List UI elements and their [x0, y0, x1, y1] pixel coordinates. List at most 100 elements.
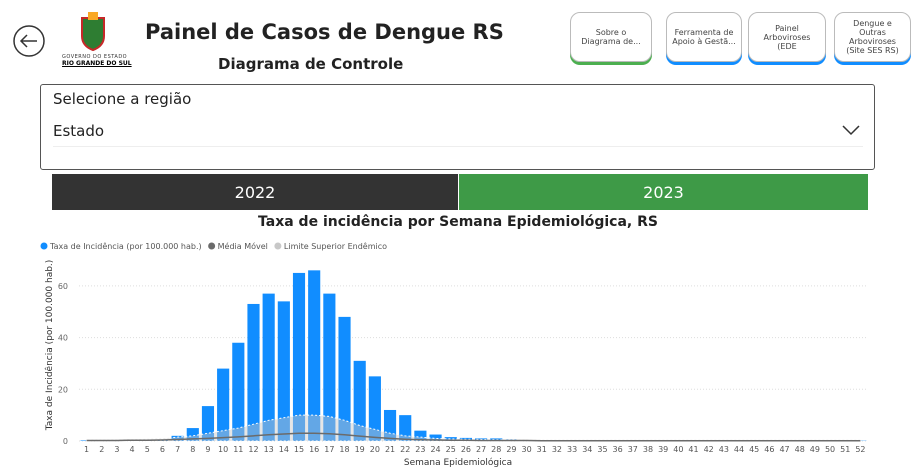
slicer-dropdown[interactable]	[53, 114, 863, 147]
x-tick-label: 1	[84, 445, 89, 454]
year-button[interactable]: 2022	[52, 174, 458, 210]
x-tick-label: 23	[415, 445, 425, 454]
x-tick-label: 3	[114, 445, 119, 454]
x-tick-label: 42	[704, 445, 714, 454]
bar	[232, 342, 245, 441]
legend-marker	[274, 242, 282, 250]
x-tick-label: 43	[719, 445, 729, 454]
x-tick-label: 14	[279, 445, 289, 454]
x-tick-label: 29	[506, 445, 516, 454]
x-tick-label: 24	[430, 445, 440, 454]
x-tick-label: 18	[339, 445, 349, 454]
bar	[247, 303, 260, 441]
bar	[444, 437, 457, 441]
legend-label: Média Móvel	[218, 241, 268, 251]
x-tick-label: 40	[673, 445, 683, 454]
chart-title: Taxa de incidência por Semana Epidemioló…	[258, 214, 658, 230]
x-tick-label: 30	[522, 445, 532, 454]
bar	[201, 406, 215, 441]
line	[86, 432, 861, 442]
x-tick-label: 6	[160, 445, 165, 454]
bar	[277, 301, 290, 441]
x-tick-label: 7	[175, 445, 180, 454]
y-axis-label: Taxa de Incidência (por 100.000 hab.)	[44, 260, 55, 432]
x-tick-label: 32	[552, 445, 562, 454]
dropdown-arrow[interactable]	[842, 124, 860, 136]
bar	[217, 368, 230, 441]
legend-marker	[40, 242, 48, 250]
back-button[interactable]	[12, 24, 46, 58]
x-tick-label: 21	[385, 445, 395, 454]
x-tick-label: 27	[476, 445, 486, 454]
bar	[171, 435, 184, 441]
legend-marker	[208, 242, 216, 250]
x-tick-label: 11	[233, 445, 243, 454]
bar	[399, 415, 412, 441]
x-axis-label: Semana Epidemiológica	[404, 457, 512, 468]
x-tick-label: 52	[855, 445, 865, 454]
x-tick-label: 45	[749, 445, 759, 454]
x-tick-label: 25	[446, 445, 456, 454]
nav-button[interactable]: Painel Arboviroses (EDE	[748, 12, 826, 62]
x-tick-label: 9	[205, 445, 210, 454]
bar	[292, 272, 306, 441]
chart: Taxa de incidência por Semana Epidemioló…	[40, 214, 868, 468]
x-tick-label: 4	[130, 445, 135, 454]
bar	[338, 316, 351, 441]
x-tick-label: 50	[825, 445, 835, 454]
x-tick-label: 16	[309, 445, 319, 454]
year-button[interactable]: 2023	[459, 174, 868, 210]
x-tick-label: 34	[582, 445, 592, 454]
bar	[186, 428, 199, 441]
x-tick-label: 39	[658, 445, 668, 454]
y-tick-label: 40	[58, 334, 68, 343]
y-tick-label: 60	[58, 282, 68, 291]
x-tick-label: 8	[190, 445, 195, 454]
bar	[323, 293, 336, 441]
nav-button[interactable]: Sobre o Diagrama de...	[570, 12, 652, 62]
bar	[383, 409, 397, 441]
x-tick-label: 44	[734, 445, 744, 454]
bar	[262, 293, 275, 441]
x-tick-label: 41	[688, 445, 698, 454]
bar	[308, 270, 321, 441]
subtitle: Diagrama de Controle	[218, 55, 404, 73]
y-tick-label: 0	[63, 437, 68, 446]
bar	[414, 430, 427, 441]
logo	[81, 12, 105, 52]
bar	[368, 376, 381, 441]
x-tick-label: 46	[764, 445, 774, 454]
x-tick-label: 48	[795, 445, 805, 454]
legend-label: Taxa de Incidência (por 100.000 hab.)	[49, 241, 202, 251]
x-tick-label: 10	[218, 445, 228, 454]
x-tick-label: 17	[324, 445, 334, 454]
x-tick-label: 31	[537, 445, 547, 454]
logo-top: GOVERNO DO ESTADO	[62, 54, 128, 60]
x-tick-label: 13	[264, 445, 274, 454]
x-tick-label: 20	[370, 445, 380, 454]
x-tick-label: 37	[628, 445, 638, 454]
x-tick-label: 15	[294, 445, 304, 454]
x-tick-label: 22	[400, 445, 410, 454]
nav-button[interactable]: Dengue e Outras Arboviroses (Site SES RS…	[834, 12, 911, 62]
bar	[490, 438, 503, 441]
x-tick-label: 38	[643, 445, 653, 454]
x-tick-label: 26	[461, 445, 471, 454]
x-tick-label: 12	[248, 445, 258, 454]
x-tick-label: 35	[597, 445, 607, 454]
bar	[429, 434, 442, 441]
slicer-label: Selecione a região	[53, 90, 192, 108]
nav-button[interactable]: Ferramenta de Apoio à Gestã...	[666, 12, 742, 62]
x-tick-label: 49	[810, 445, 820, 454]
logo-bottom: RIO GRANDE DO SUL	[62, 60, 132, 67]
title: Painel de Casos de Dengue RS	[145, 20, 504, 44]
x-tick-label: 47	[779, 445, 789, 454]
x-tick-label: 33	[567, 445, 577, 454]
x-tick-label: 2	[99, 445, 104, 454]
x-tick-label: 51	[840, 445, 850, 454]
slicer	[40, 84, 875, 170]
legend-label: Limite Superior Endêmico	[284, 241, 387, 251]
bar	[353, 360, 366, 441]
slicer-value: Estado	[53, 122, 105, 140]
